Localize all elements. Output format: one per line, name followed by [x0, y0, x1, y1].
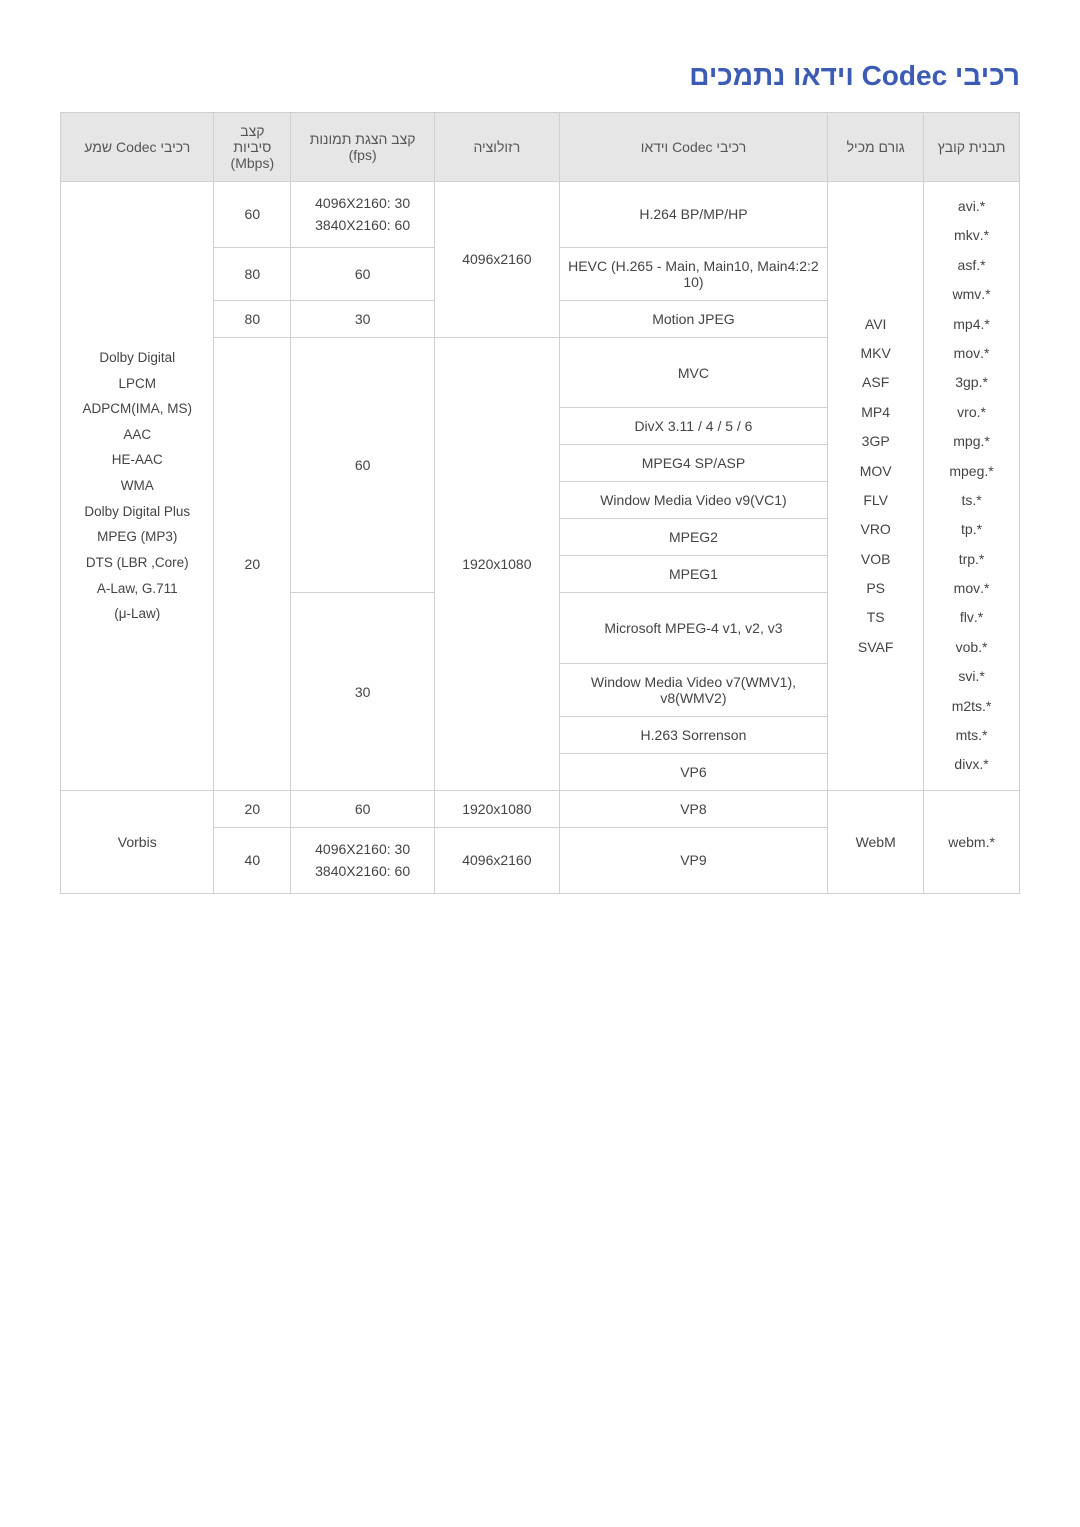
cell-bitrate: 60 — [214, 182, 291, 248]
cell-vcodec: MPEG1 — [559, 556, 828, 593]
header-container: גורם מכיל — [828, 113, 924, 182]
cell-ext: *.webm — [924, 790, 1020, 893]
cell-vcodec: HEVC (H.265 - Main, Main10, Main4:2:2 10… — [559, 247, 828, 300]
cell-bitrate: 80 — [214, 247, 291, 300]
codec-table: תבנית קובץ גורם מכיל רכיבי Codec וידאו ר… — [60, 112, 1020, 894]
cell-vcodec: MPEG2 — [559, 519, 828, 556]
cell-res: 1920x1080 — [435, 337, 560, 790]
cell-vcodec: H.263 Sorrenson — [559, 716, 828, 753]
cell-bitrate: 40 — [214, 827, 291, 893]
cell-acodec: Vorbis — [61, 790, 214, 893]
cell-vcodec: MVC — [559, 337, 828, 408]
header-fps: קצב הצגת תמונות (fps) — [291, 113, 435, 182]
header-vcodec: רכיבי Codec וידאו — [559, 113, 828, 182]
cell-fps: 30 — [291, 300, 435, 337]
cell-res: 4096x2160 — [435, 827, 560, 893]
cell-vcodec: VP6 — [559, 753, 828, 790]
header-res: רזולוציה — [435, 113, 560, 182]
table-header-row: תבנית קובץ גורם מכיל רכיבי Codec וידאו ר… — [61, 113, 1020, 182]
cell-fps: 60 — [291, 247, 435, 300]
cell-vcodec: MPEG4 SP/ASP — [559, 445, 828, 482]
header-acodec: רכיבי Codec שמע — [61, 113, 214, 182]
cell-vcodec: H.264 BP/MP/HP — [559, 182, 828, 248]
page-title: רכיבי Codec וידאו נתמכים — [60, 60, 1020, 92]
cell-vcodec: Window Media Video v7(WMV1), v8(WMV2) — [559, 663, 828, 716]
cell-vcodec: Motion JPEG — [559, 300, 828, 337]
header-ext: תבנית קובץ — [924, 113, 1020, 182]
cell-vcodec: Microsoft MPEG-4 v1, v2, v3 — [559, 593, 828, 664]
header-bitrate: קצב סיביות (Mbps) — [214, 113, 291, 182]
table-row: *.avi*.mkv*.asf*.wmv*.mp4*.mov*.3gp*.vro… — [61, 182, 1020, 248]
cell-vcodec: VP8 — [559, 790, 828, 827]
cell-vcodec: Window Media Video v9(VC1) — [559, 482, 828, 519]
cell-fps: 4096X2160: 303840X2160: 60 — [291, 827, 435, 893]
cell-res: 1920x1080 — [435, 790, 560, 827]
cell-bitrate: 20 — [214, 337, 291, 790]
cell-extensions: *.avi*.mkv*.asf*.wmv*.mp4*.mov*.3gp*.vro… — [924, 182, 1020, 791]
cell-vcodec: DivX 3.11 / 4 / 5 / 6 — [559, 408, 828, 445]
cell-bitrate: 80 — [214, 300, 291, 337]
cell-acodec: Dolby DigitalLPCMADPCM(IMA, MS)AACHE-AAC… — [61, 182, 214, 791]
cell-container: WebM — [828, 790, 924, 893]
cell-res: 4096x2160 — [435, 182, 560, 338]
cell-fps: 4096X2160: 303840X2160: 60 — [291, 182, 435, 248]
cell-fps: 60 — [291, 337, 435, 593]
table-row: *.webm WebM VP8 1920x1080 60 20 Vorbis — [61, 790, 1020, 827]
cell-containers: AVIMKVASFMP43GPMOVFLVVROVOBPSTSSVAF — [828, 182, 924, 791]
cell-bitrate: 20 — [214, 790, 291, 827]
cell-fps: 30 — [291, 593, 435, 791]
cell-vcodec: VP9 — [559, 827, 828, 893]
cell-fps: 60 — [291, 790, 435, 827]
